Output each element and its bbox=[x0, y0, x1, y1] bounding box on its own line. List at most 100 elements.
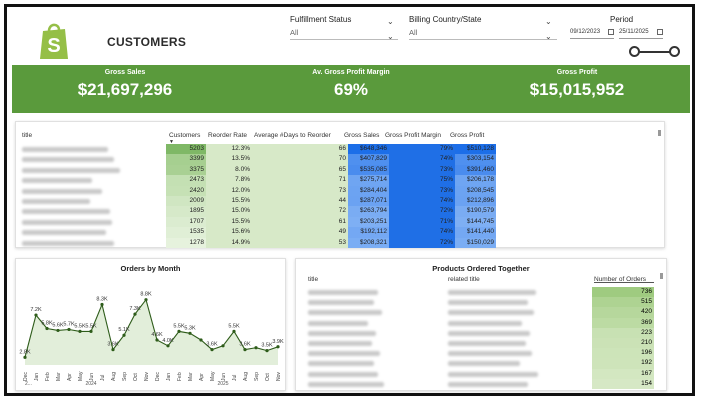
data-label: 5.1K bbox=[118, 327, 130, 333]
chevron-down-icon[interactable]: ⌄ bbox=[387, 17, 394, 26]
table-row[interactable]: 3399 13.5% 70 $407,829 74% $303,154 bbox=[16, 154, 664, 165]
gross-sales-cell: $263,794 bbox=[348, 206, 389, 217]
data-point[interactable] bbox=[210, 348, 214, 352]
table-row[interactable]: 3375 8.0% 65 $535,085 73% $391,460 bbox=[16, 164, 664, 176]
billing-country-label: Billing Country/State bbox=[409, 15, 482, 24]
data-point[interactable] bbox=[100, 302, 104, 307]
list-item[interactable]: 210 bbox=[296, 338, 668, 349]
data-point[interactable] bbox=[34, 313, 38, 317]
redacted-title bbox=[308, 330, 376, 336]
data-point[interactable] bbox=[199, 338, 203, 342]
redacted-title bbox=[308, 341, 372, 346]
gross-sales-cell: $287,071 bbox=[348, 196, 389, 207]
data-point[interactable] bbox=[56, 328, 60, 333]
x-tick-label: Jan bbox=[166, 373, 172, 381]
data-label: 3.6K bbox=[107, 342, 119, 348]
data-point[interactable] bbox=[78, 329, 82, 333]
calendar-icon[interactable] bbox=[608, 29, 614, 35]
redacted-title bbox=[308, 320, 368, 326]
data-point[interactable] bbox=[265, 348, 269, 353]
data-point[interactable] bbox=[45, 326, 49, 331]
products-scrollbar[interactable] bbox=[660, 273, 663, 279]
number-of-orders-cell: 369 bbox=[592, 317, 654, 328]
table-row[interactable]: 1278 14.9% 53 $208,321 72% $150,029 bbox=[16, 237, 664, 248]
days-to-reorder-cell: 61 bbox=[252, 216, 348, 228]
list-item[interactable]: 192 bbox=[296, 358, 668, 369]
x-tick-label: Jun bbox=[89, 373, 95, 381]
x-tick-label: Oct bbox=[265, 373, 271, 381]
table-row[interactable]: 2420 12.0% 73 $284,404 73% $208,545 bbox=[16, 185, 664, 196]
period-slider-start-handle[interactable] bbox=[629, 46, 640, 57]
gross-profit-margin-cell: 74% bbox=[389, 196, 455, 207]
column-header-days-to-reorder[interactable]: Average #Days to Reorder bbox=[254, 132, 331, 139]
data-point[interactable] bbox=[23, 355, 27, 359]
table-row[interactable]: 2009 15.5% 44 $287,071 74% $212,896 bbox=[16, 196, 664, 207]
data-point[interactable] bbox=[111, 348, 115, 352]
column-header-gross-sales[interactable]: Gross Sales bbox=[344, 132, 380, 139]
data-point[interactable] bbox=[221, 344, 225, 348]
data-point[interactable] bbox=[89, 329, 93, 333]
customers-cell: 1707 bbox=[166, 216, 206, 228]
data-point[interactable] bbox=[232, 329, 236, 333]
customer-table: title Customers Reorder Rate Average #Da… bbox=[15, 121, 665, 248]
billing-country-slicer[interactable]: Billing Country/State All bbox=[409, 15, 557, 40]
list-item[interactable]: 369 bbox=[296, 317, 668, 328]
data-point[interactable] bbox=[166, 344, 170, 348]
column-header-title[interactable]: title bbox=[308, 276, 319, 283]
data-point[interactable] bbox=[133, 312, 137, 316]
table-row[interactable]: 1535 15.6% 49 $192,112 74% $141,440 bbox=[16, 227, 664, 238]
column-header-gross-profit-margin[interactable]: Gross Profit Margin bbox=[385, 132, 441, 139]
column-header-gross-profit[interactable]: Gross Profit bbox=[450, 132, 485, 139]
data-point[interactable] bbox=[276, 345, 280, 349]
list-item[interactable]: 223 bbox=[296, 327, 668, 338]
table-row[interactable]: 1707 15.5% 61 $203,251 71% $144,745 bbox=[16, 216, 664, 228]
data-point[interactable] bbox=[122, 333, 126, 337]
data-point[interactable] bbox=[155, 338, 159, 342]
fulfillment-status-slicer[interactable]: Fulfillment Status All bbox=[290, 15, 398, 40]
data-point[interactable] bbox=[67, 327, 71, 332]
x-tick-label: Jul bbox=[232, 375, 238, 381]
gross-sales-cell: $407,829 bbox=[348, 154, 389, 165]
billing-country-value: All bbox=[409, 28, 418, 37]
redacted-title bbox=[308, 300, 374, 306]
period-slider-track[interactable] bbox=[635, 51, 675, 53]
table-row[interactable]: 2473 7.8% 71 $275,714 75% $206,178 bbox=[16, 175, 664, 186]
chevron-down-icon[interactable]: ⌄ bbox=[387, 32, 394, 41]
data-point[interactable] bbox=[254, 346, 258, 350]
data-point[interactable] bbox=[144, 298, 148, 302]
redacted-title bbox=[22, 209, 110, 215]
list-item[interactable]: 196 bbox=[296, 348, 668, 359]
customers-cell: 2420 bbox=[166, 185, 206, 196]
column-header-related-title[interactable]: related title bbox=[448, 276, 480, 283]
column-header-number-of-orders[interactable]: Number of Orders bbox=[594, 276, 647, 283]
chevron-down-icon[interactable]: ⌄ bbox=[545, 32, 552, 41]
period-slider-end-handle[interactable] bbox=[669, 46, 680, 57]
table-row[interactable]: 1895 15.0% 72 $263,794 72% $190,579 bbox=[16, 206, 664, 217]
customers-cell: 5203 bbox=[166, 144, 206, 155]
list-item[interactable]: 167 bbox=[296, 368, 668, 379]
data-point[interactable] bbox=[188, 331, 192, 335]
data-label: 4.6K bbox=[151, 332, 163, 338]
column-header-title[interactable]: title bbox=[22, 132, 33, 139]
page-title: CUSTOMERS bbox=[107, 35, 187, 49]
redacted-related-title bbox=[448, 310, 534, 316]
table-row[interactable]: 5203 12.3% 66 $648,346 79% $510,128 bbox=[16, 144, 664, 155]
orders-series-line bbox=[24, 298, 279, 358]
data-point[interactable] bbox=[243, 348, 247, 352]
calendar-icon[interactable] bbox=[657, 29, 663, 35]
list-item[interactable]: 420 bbox=[296, 307, 668, 318]
data-label: 3.6K bbox=[239, 342, 251, 348]
kpi-value: $15,015,952 bbox=[529, 80, 625, 99]
column-header-reorder-rate[interactable]: Reorder Rate bbox=[208, 132, 248, 139]
table-scrollbar[interactable] bbox=[658, 130, 661, 136]
list-item[interactable]: 154 bbox=[296, 378, 668, 389]
data-point[interactable] bbox=[177, 329, 181, 333]
fulfillment-status-value: All bbox=[290, 28, 299, 37]
period-end-date[interactable]: 25/11/2025 bbox=[619, 29, 663, 39]
column-header-customers[interactable]: Customers bbox=[169, 132, 201, 139]
list-item[interactable]: 736 bbox=[296, 287, 668, 298]
x-year-label: 2... bbox=[25, 381, 32, 387]
list-item[interactable]: 515 bbox=[296, 297, 668, 308]
period-start-date[interactable]: 09/12/2023 bbox=[570, 29, 614, 39]
chevron-down-icon[interactable]: ⌄ bbox=[545, 17, 552, 26]
